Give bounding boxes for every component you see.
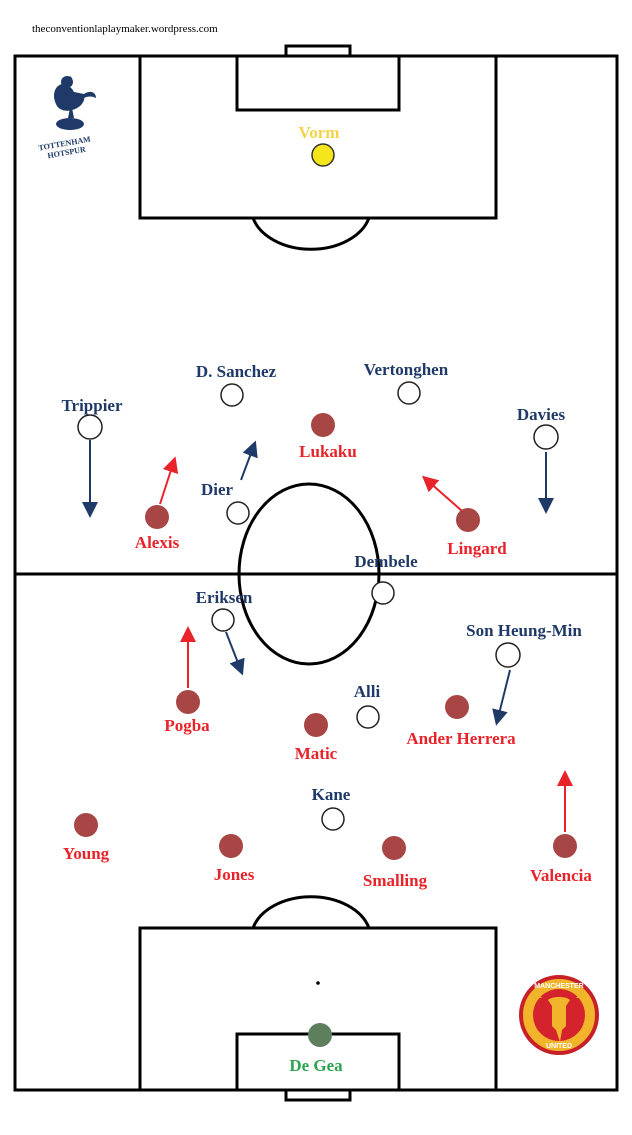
arrow-lingard [422,475,463,512]
player-marker-young [74,813,98,837]
player-marker-alli [356,705,380,729]
arrow-son [492,669,511,726]
cockerel-icon [54,76,96,130]
player-marker-alexis [145,505,169,529]
player-name-kane: Kane [312,785,351,804]
player-marker-trippier [77,414,103,440]
spurs-labels: Vorm D. Sanchez Vertonghen Trippier Davi… [61,123,582,804]
player-marker-lukaku [311,413,335,437]
player-name-dembele: Dembele [354,552,418,571]
player-marker-kane [321,807,345,831]
player-name-young: Young [63,844,110,863]
player-name-alli: Alli [354,682,381,701]
player-marker-son [495,642,521,668]
player-name-lingard: Lingard [447,539,507,558]
player-name-son: Son Heung-Min [466,621,582,640]
credit-text: theconventionlaplaymaker.wordpress.com [32,23,218,35]
united-players [74,413,577,1047]
movement-arrows [82,440,573,832]
player-marker-vorm [311,143,335,167]
player-marker-vertonghen [397,381,421,405]
player-name-smalling: Smalling [363,871,428,890]
player-marker-jones [219,834,243,858]
player-name-de-gea: De Gea [289,1056,343,1075]
player-name-pogba: Pogba [164,716,210,735]
bottom-penalty-arc [251,895,371,929]
player-marker-herrera [445,695,469,719]
arrow-eriksen [225,631,245,676]
arrow-dier [240,440,258,481]
player-marker-lingard [456,508,480,532]
player-name-vertonghen: Vertonghen [364,360,449,379]
player-marker-d-sanchez [220,383,244,407]
devil-icon [548,997,570,1030]
player-name-davies: Davies [517,405,566,424]
player-name-jones: Jones [214,865,255,884]
spurs-badge: TOTTENHAM HOTSPUR [38,76,96,160]
player-name-herrera: Ander Herrera [406,729,516,748]
player-name-lukaku: Lukaku [299,442,357,461]
united-badge-text-2: UNITED [546,1043,572,1050]
player-name-eriksen: Eriksen [196,588,253,607]
player-name-valencia: Valencia [530,866,592,885]
player-marker-eriksen [211,608,235,632]
pitch-lines [13,44,619,1102]
player-marker-de-gea [308,1023,332,1047]
player-marker-smalling [382,836,406,860]
united-badge: MANCHESTER UNITED [519,975,599,1055]
player-marker-dembele [371,581,395,605]
player-name-d-sanchez: D. Sanchez [196,362,277,381]
player-name-trippier: Trippier [61,396,123,415]
player-marker-valencia [553,834,577,858]
spurs-players [77,143,559,831]
player-name-vorm: Vorm [299,123,340,142]
top-six-yard-box [235,54,401,112]
player-name-dier: Dier [201,480,234,499]
player-name-matic: Matic [295,744,338,763]
trident-icon [556,1030,562,1042]
united-badge-text-1: MANCHESTER [534,983,583,990]
united-labels: Lukaku Alexis Lingard Pogba Matic Ander … [63,442,593,1075]
player-marker-dier [226,501,250,525]
penalty-spot [316,981,320,985]
top-penalty-arc [251,217,371,251]
centre-circle [237,482,381,666]
arrow-alexis [159,456,179,505]
player-marker-davies [533,424,559,450]
player-marker-pogba [176,690,200,714]
player-marker-matic [304,713,328,737]
player-name-alexis: Alexis [135,533,180,552]
